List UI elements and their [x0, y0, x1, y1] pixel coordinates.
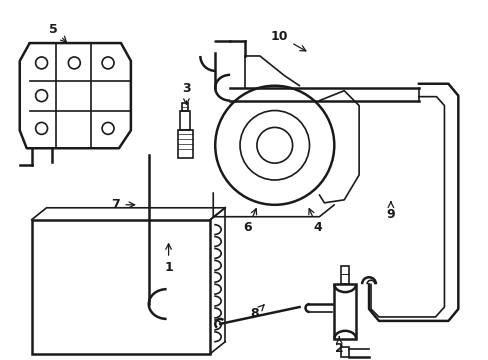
Bar — [182, 103, 188, 111]
Bar — [180, 111, 190, 130]
Bar — [177, 130, 193, 158]
Bar — [334, 284, 355, 339]
Text: 10: 10 — [270, 30, 305, 51]
Bar — [341, 266, 348, 284]
Bar — [341, 347, 348, 357]
Text: 2: 2 — [334, 337, 343, 355]
Text: 1: 1 — [164, 244, 173, 274]
Text: 5: 5 — [49, 23, 66, 42]
Text: 4: 4 — [308, 209, 321, 234]
Text: 3: 3 — [182, 82, 190, 104]
Text: 6: 6 — [243, 209, 256, 234]
Text: 8: 8 — [250, 305, 264, 320]
Text: 7: 7 — [111, 198, 134, 211]
Bar — [32, 220, 210, 354]
Text: 9: 9 — [386, 202, 394, 221]
